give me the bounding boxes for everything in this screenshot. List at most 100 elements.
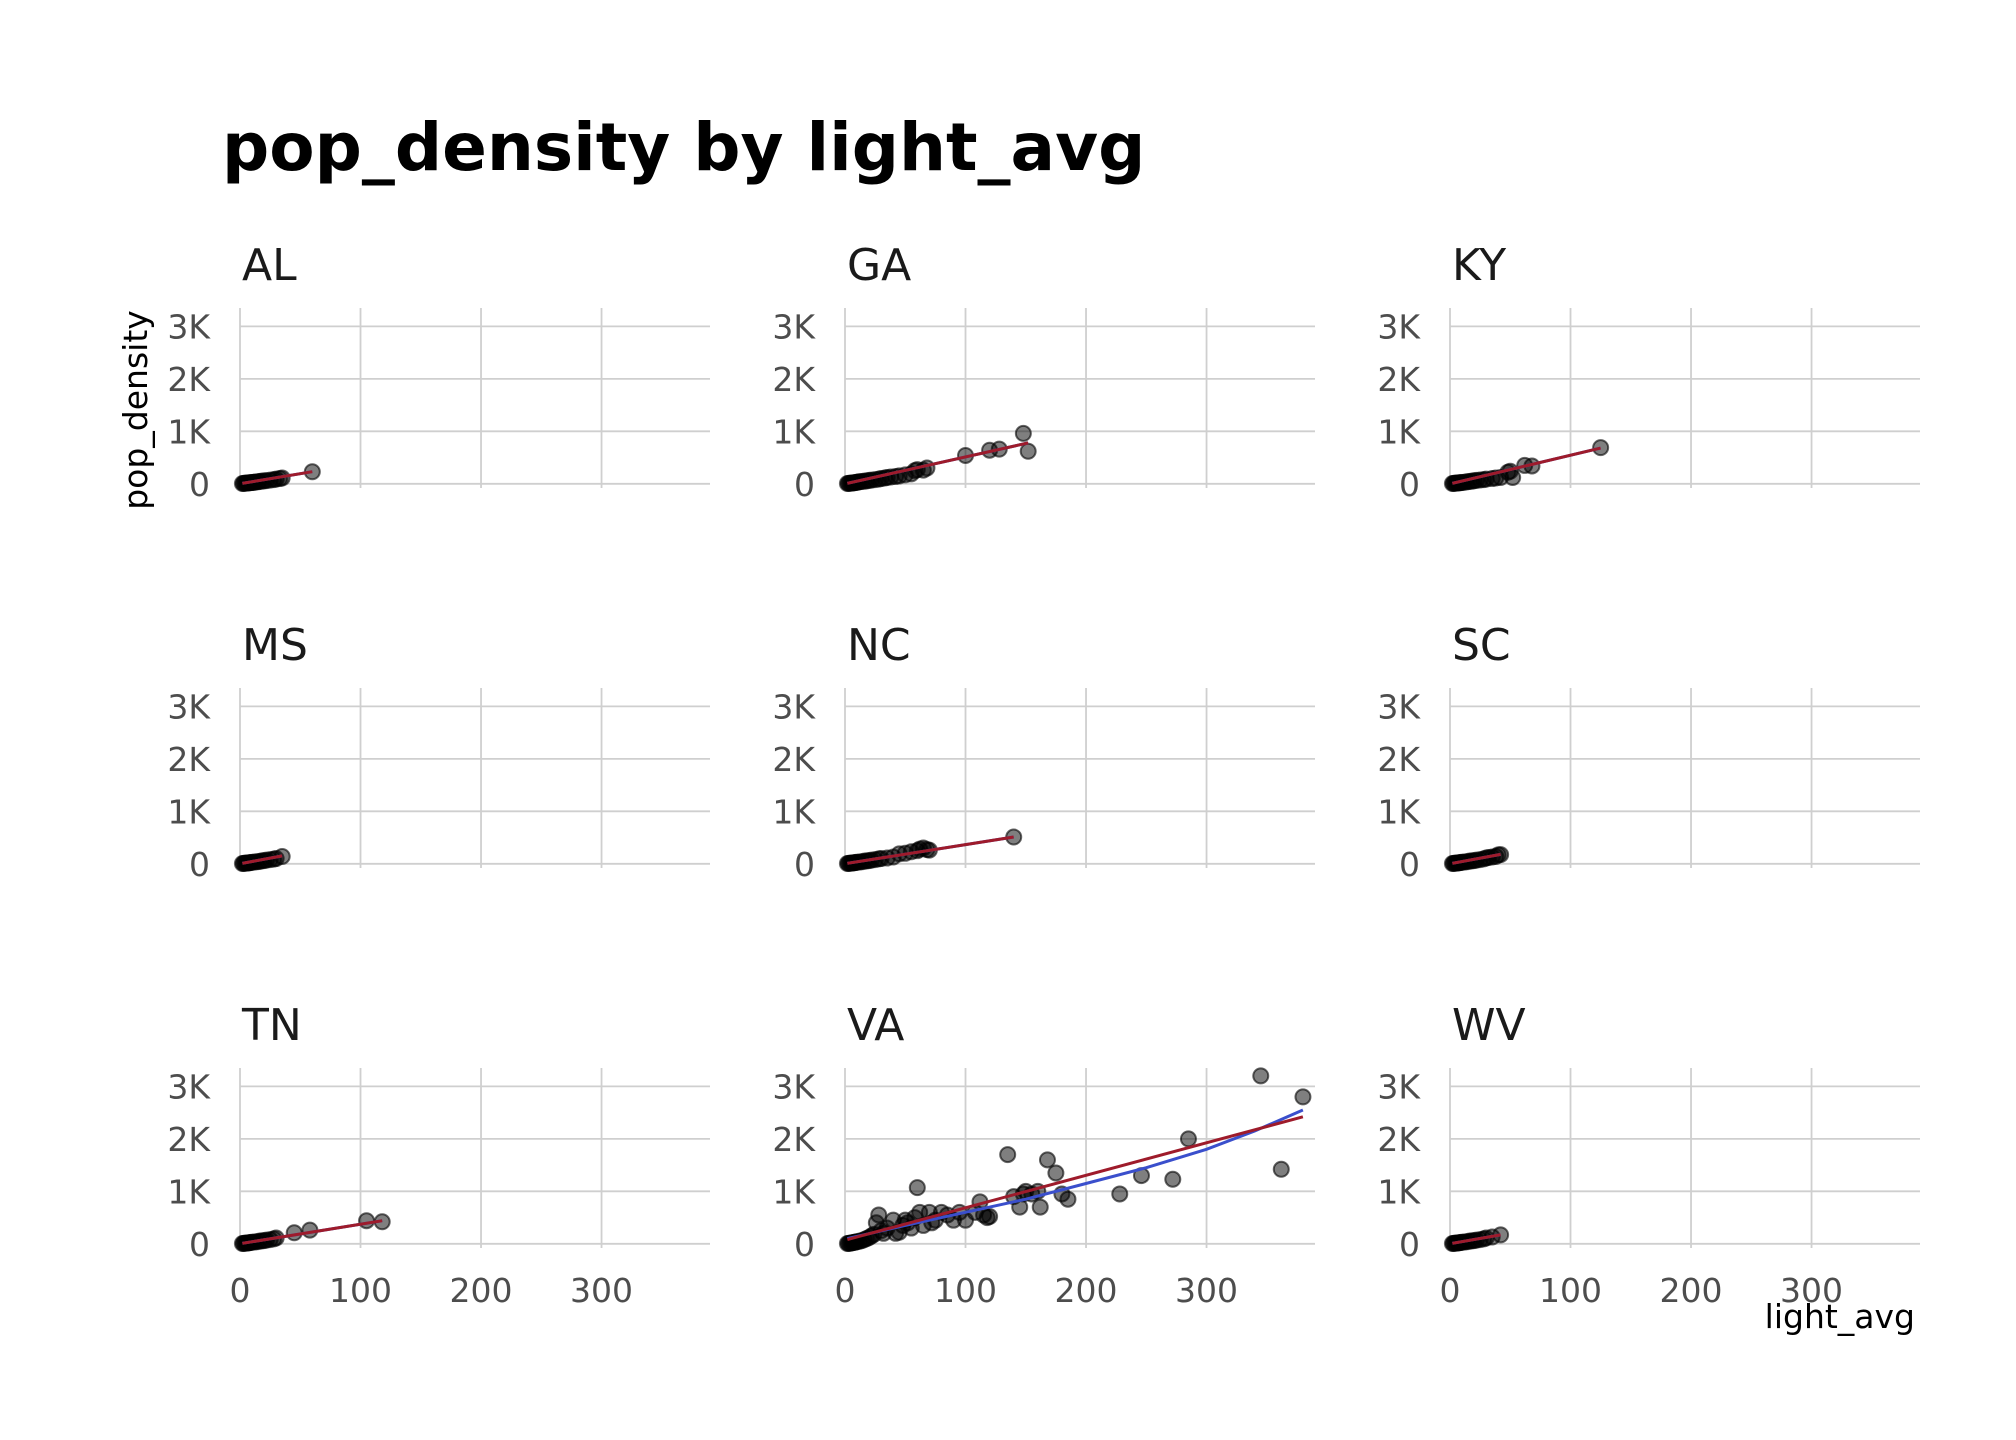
linear-fit-line xyxy=(1452,1233,1501,1245)
x-tick-label: 200 xyxy=(1055,1271,1118,1310)
y-tick-label: 0 xyxy=(1399,1225,1420,1264)
data-point xyxy=(358,1212,376,1230)
x-tick-label: 200 xyxy=(1660,1271,1723,1310)
facet-panel-wv: WV 0 1K 2K 3K 0 100 200 300 xyxy=(1377,1000,1920,1310)
y-tick-label: 3K xyxy=(1377,1067,1421,1106)
y-tick-label: 1K xyxy=(1377,792,1421,831)
chart-title: pop_density by light_avg xyxy=(222,109,1145,186)
facet-label: KY xyxy=(1452,240,1506,291)
facet-panel-ms: MS 0 1K 2K 3K xyxy=(167,620,710,884)
x-tick-label: 300 xyxy=(570,1271,633,1310)
x-tick-label: 0 xyxy=(835,1271,856,1310)
y-tick-label: 2K xyxy=(772,1120,816,1159)
facet-panel-al: AL 0 1K 2K 3K xyxy=(167,240,710,504)
data-point xyxy=(1047,1164,1065,1182)
facet-panel-tn: TN 0 1K 2K 3K 0 100 200 300 xyxy=(167,1000,710,1310)
y-tick-label: 3K xyxy=(167,1067,211,1106)
y-tick-label: 3K xyxy=(772,687,816,726)
x-tick-label: 100 xyxy=(1539,1271,1602,1310)
facet-label: VA xyxy=(847,1000,904,1051)
data-point xyxy=(908,1179,926,1197)
x-axis-title: light_avg xyxy=(1765,1297,1915,1336)
linear-fit-line xyxy=(1452,852,1501,865)
y-tick-label: 0 xyxy=(794,1225,815,1264)
data-point xyxy=(1179,1130,1197,1148)
x-tick-label: 100 xyxy=(329,1271,392,1310)
facet-label: SC xyxy=(1452,620,1511,671)
data-point xyxy=(1038,1151,1056,1169)
y-tick-label: 2K xyxy=(772,740,816,779)
y-tick-label: 2K xyxy=(1377,360,1421,399)
facet-label: WV xyxy=(1452,1000,1526,1051)
y-tick-label: 1K xyxy=(167,1172,211,1211)
linear-fit-line xyxy=(847,1115,1304,1242)
data-point xyxy=(1111,1185,1129,1203)
y-tick-label: 1K xyxy=(772,412,816,451)
facet-label: NC xyxy=(847,620,911,671)
facet-panel-ky: KY 0 1K 2K 3K xyxy=(1377,240,1920,504)
y-tick-label: 3K xyxy=(772,1067,816,1106)
data-point xyxy=(870,1206,888,1224)
facet-panel-ga: GA 0 1K 2K 3K xyxy=(772,240,1315,504)
facet-panel-va: VA 0 1K 2K 3K 0 100 200 300 xyxy=(772,1000,1315,1310)
x-tick-label: 0 xyxy=(1440,1271,1461,1310)
y-tick-label: 0 xyxy=(794,465,815,504)
y-tick-label: 0 xyxy=(794,845,815,884)
linear-fit-line xyxy=(847,441,1029,485)
y-tick-label: 1K xyxy=(167,412,211,451)
y-tick-label: 3K xyxy=(1377,687,1421,726)
facet-label: AL xyxy=(242,240,297,291)
data-point xyxy=(999,1146,1017,1164)
y-tick-label: 2K xyxy=(167,1120,211,1159)
x-tick-label: 300 xyxy=(1175,1271,1238,1310)
y-tick-label: 2K xyxy=(167,740,211,779)
y-tick-label: 2K xyxy=(772,360,816,399)
data-point xyxy=(1252,1067,1270,1085)
linear-fit-line xyxy=(242,854,283,865)
facet-label: MS xyxy=(242,620,308,671)
data-point xyxy=(1272,1160,1290,1178)
data-point xyxy=(1031,1198,1049,1216)
y-tick-label: 1K xyxy=(167,792,211,831)
x-tick-label: 100 xyxy=(934,1271,997,1310)
data-point xyxy=(1294,1088,1312,1106)
y-tick-label: 3K xyxy=(772,307,816,346)
y-tick-label: 2K xyxy=(1377,740,1421,779)
y-tick-label: 2K xyxy=(167,360,211,399)
y-tick-label: 0 xyxy=(189,845,210,884)
y-tick-label: 1K xyxy=(1377,412,1421,451)
linear-fit-line xyxy=(242,470,313,485)
x-tick-label: 300 xyxy=(1780,1271,1843,1310)
y-tick-label: 1K xyxy=(772,792,816,831)
facet-panel-nc: NC 0 1K 2K 3K xyxy=(772,620,1315,884)
y-tick-label: 1K xyxy=(772,1172,816,1211)
linear-fit-line xyxy=(242,1219,383,1245)
data-point xyxy=(1504,469,1522,487)
y-tick-label: 3K xyxy=(167,307,211,346)
loess-fit-line xyxy=(847,1108,1304,1241)
data-point xyxy=(1059,1190,1077,1208)
x-tick-label: 0 xyxy=(230,1271,251,1310)
linear-fit-line xyxy=(847,835,1014,865)
data-point xyxy=(1019,442,1037,460)
data-point xyxy=(1014,424,1032,442)
y-tick-label: 1K xyxy=(1377,1172,1421,1211)
linear-fit-line xyxy=(1452,446,1601,485)
facet-label: GA xyxy=(847,240,911,291)
y-tick-label: 0 xyxy=(189,465,210,504)
y-tick-label: 0 xyxy=(1399,465,1420,504)
y-tick-label: 0 xyxy=(189,1225,210,1264)
y-tick-label: 3K xyxy=(167,687,211,726)
data-point xyxy=(1592,439,1610,457)
y-tick-label: 0 xyxy=(1399,845,1420,884)
facet-panels: AL 0 1K 2K 3K GA 0 1K 2K 3K KY 0 1K 2K 3K MS 0 1K 2K 3K NC 0 1… xyxy=(167,240,1920,1310)
y-tick-label: 2K xyxy=(1377,1120,1421,1159)
data-point xyxy=(981,1208,999,1226)
y-axis-title: pop_density xyxy=(116,310,155,510)
facet-panel-sc: SC 0 1K 2K 3K xyxy=(1377,620,1920,884)
x-tick-label: 200 xyxy=(450,1271,513,1310)
data-point xyxy=(1164,1170,1182,1188)
y-tick-label: 3K xyxy=(1377,307,1421,346)
facet-label: TN xyxy=(241,1000,302,1051)
